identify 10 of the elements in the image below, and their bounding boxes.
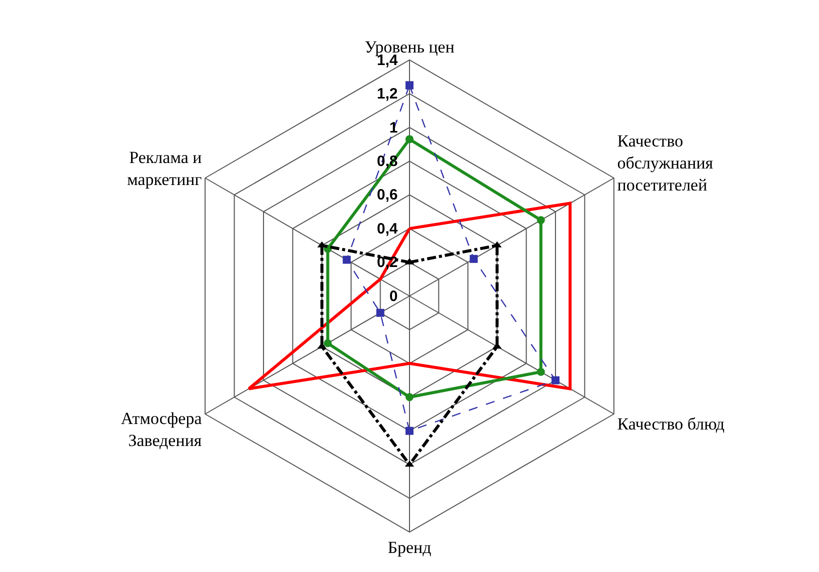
y-tick-label: 0,4 (376, 220, 398, 238)
spoke-label: Бренд (388, 538, 432, 557)
y-tick-label: 0 (389, 288, 398, 305)
spoke-label: Атмосфера Заведения (120, 409, 202, 450)
spoke-label: Реклама и маркетинг (127, 148, 202, 190)
y-tick-label: 0,6 (376, 186, 398, 204)
y-tick-label: 1 (389, 119, 398, 136)
spoke-label: Качество блюд (617, 414, 725, 434)
spoke-label: Качество обслужнания посетителей (617, 131, 714, 195)
y-tick-label: 1,2 (376, 86, 398, 103)
